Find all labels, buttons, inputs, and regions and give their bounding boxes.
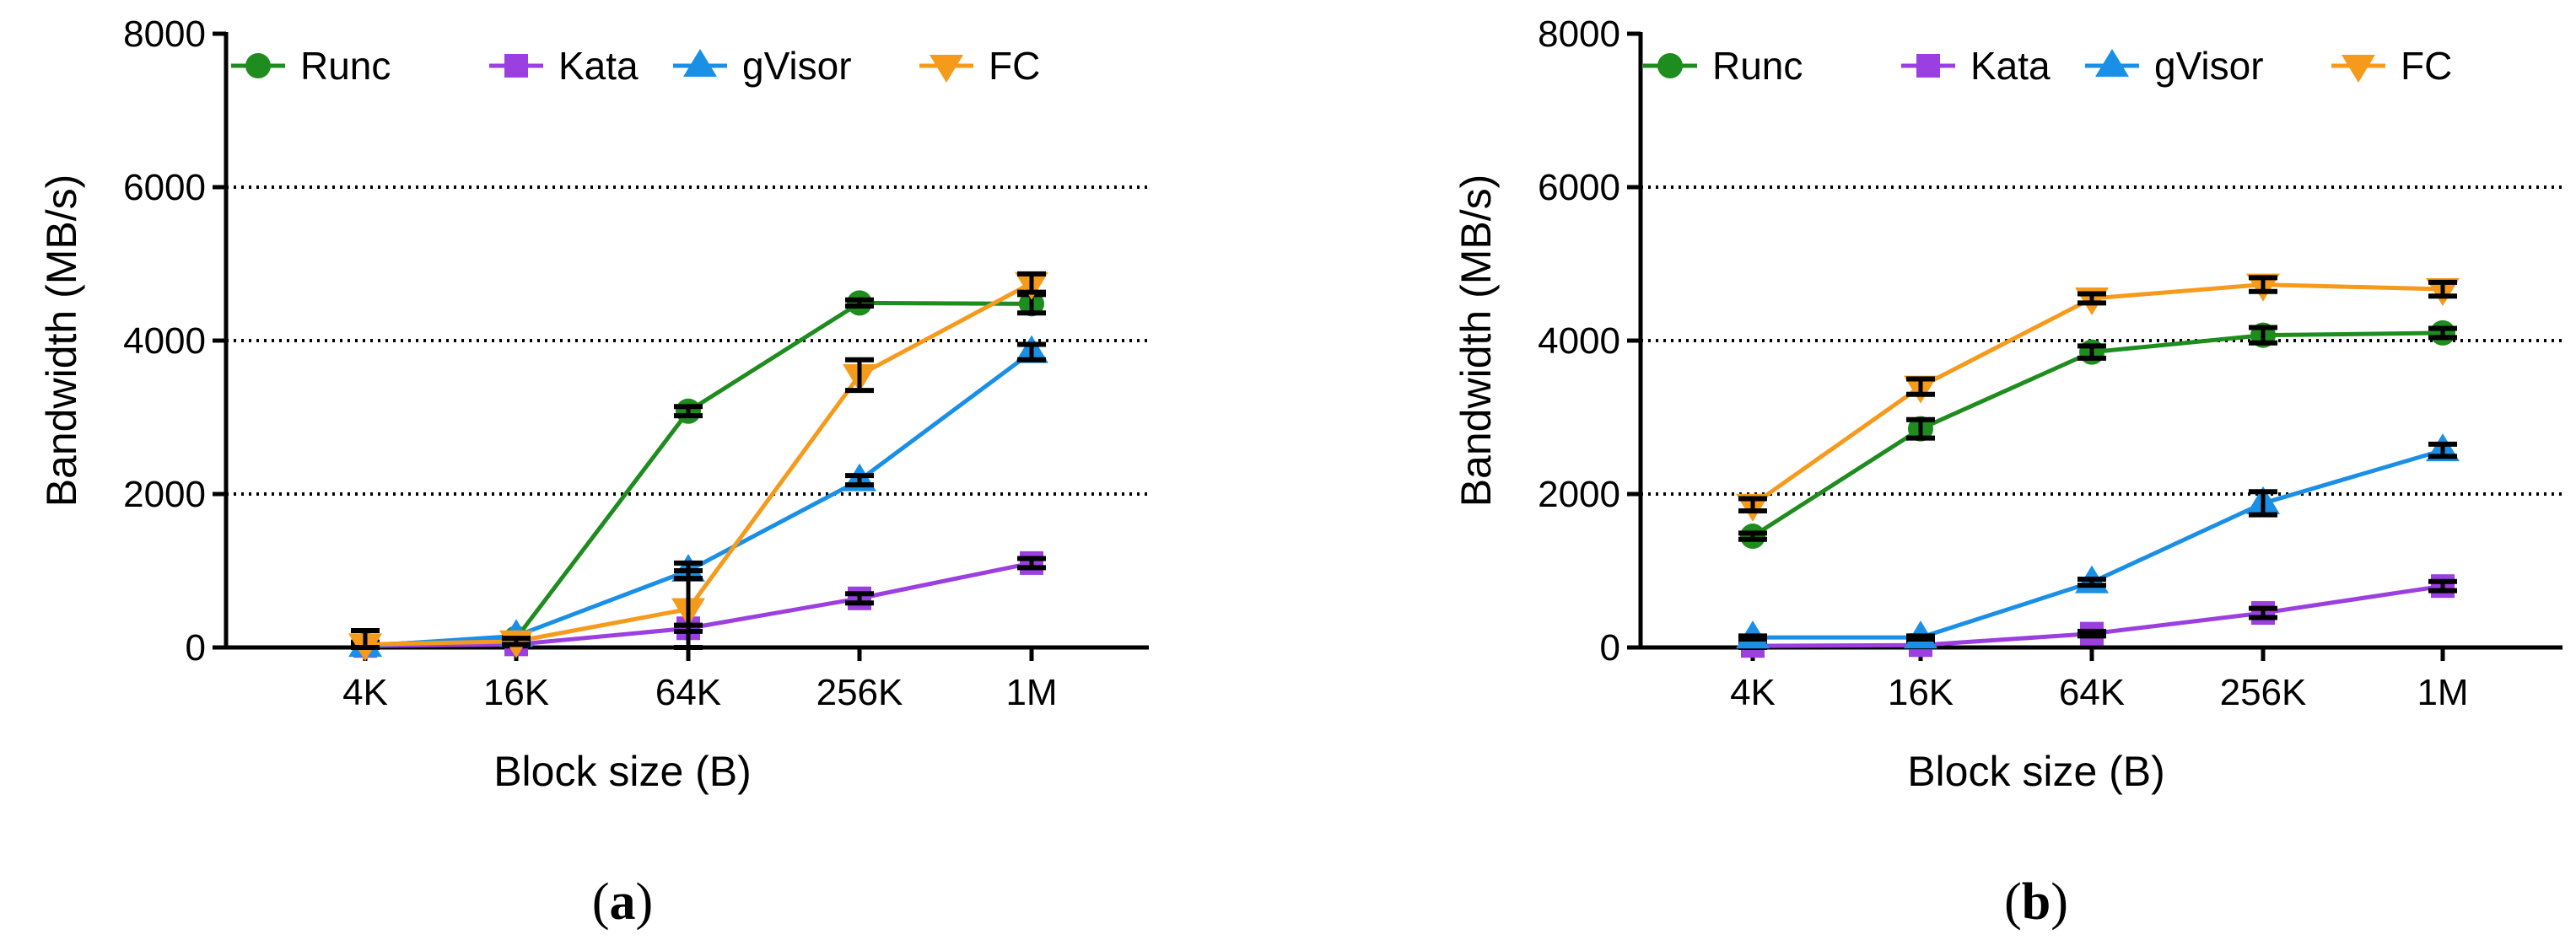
x-tick-label: 16K xyxy=(1888,672,1954,713)
caption-letter: a xyxy=(610,873,636,931)
legend-item-kata: Kata xyxy=(489,44,639,88)
series-fc xyxy=(1736,273,2460,522)
y-axis-title: Bandwidth (MB/s) xyxy=(1452,175,1500,508)
triangle-up-marker-icon xyxy=(2095,49,2129,77)
legend-item-gvisor: gVisor xyxy=(673,44,852,88)
circle-marker-icon xyxy=(1657,53,1683,78)
legend-label: gVisor xyxy=(2154,44,2264,88)
y-tick-label: 4000 xyxy=(1538,320,1620,362)
chart-a: 0 2000 4000 6000 8000 4K 16K 64K 256K 1M Bandwidth… xyxy=(38,13,1149,931)
x-tick-label: 64K xyxy=(655,672,721,713)
series-line xyxy=(1751,330,2444,539)
caption-close-paren: ) xyxy=(636,873,654,931)
legend-item-fc: FC xyxy=(2331,44,2452,88)
legend-item-runc: Runc xyxy=(231,44,391,88)
x-tick-label: 4K xyxy=(342,672,388,713)
panel-caption: (b) xyxy=(2004,873,2068,931)
triangle-up-marker-icon xyxy=(683,49,717,77)
x-tick-label: 64K xyxy=(2059,672,2125,713)
series-line xyxy=(364,281,1033,647)
series-fc xyxy=(348,271,1048,662)
x-tick-label: 256K xyxy=(816,672,903,713)
square-marker-icon xyxy=(1916,54,1940,78)
y-tick-label: 0 xyxy=(186,627,206,669)
x-axis-title: Block size (B) xyxy=(493,748,752,795)
legend-item-runc: Runc xyxy=(1643,44,1803,88)
y-tick-label: 4000 xyxy=(123,320,206,362)
y-tick-label: 0 xyxy=(1600,627,1620,669)
circle-marker-icon xyxy=(245,53,271,78)
triangle-down-marker-icon xyxy=(2342,55,2375,83)
caption-open-paren: ( xyxy=(2004,873,2022,931)
legend-item-fc: FC xyxy=(919,44,1040,88)
x-axis-title: Block size (B) xyxy=(1907,748,2165,795)
y-tick-label: 2000 xyxy=(1538,474,1620,515)
triangle-down-marker-icon xyxy=(930,55,963,83)
x-tick-label: 4K xyxy=(1730,672,1776,713)
series-runc xyxy=(1738,320,2457,550)
x-tick-label: 1M xyxy=(1005,672,1057,713)
series-gvisor xyxy=(1736,433,2460,649)
legend: Runc Kata gVisor FC xyxy=(231,44,1040,88)
caption-close-paren: ) xyxy=(2051,873,2068,931)
legend-label: Kata xyxy=(1970,44,2051,88)
y-axis-title: Bandwidth (MB/s) xyxy=(38,175,85,508)
legend-item-gvisor: gVisor xyxy=(2085,44,2264,88)
series-line xyxy=(1753,448,2444,640)
legend-label: Kata xyxy=(558,44,639,88)
legend-item-kata: Kata xyxy=(1901,44,2051,88)
legend-label: FC xyxy=(989,44,1040,88)
chart-b: 0 2000 4000 6000 8000 4K 16K 64K 256K 1M Bandwidth… xyxy=(1452,13,2563,931)
legend-label: Runc xyxy=(300,44,391,88)
x-tick-label: 1M xyxy=(2417,672,2468,713)
x-tick-label: 256K xyxy=(2220,672,2307,713)
legend-label: FC xyxy=(2401,44,2452,88)
caption-letter: b xyxy=(2022,873,2051,931)
legend-label: gVisor xyxy=(742,44,852,88)
y-tick-label: 6000 xyxy=(1538,167,1620,208)
caption-open-paren: ( xyxy=(592,873,610,931)
square-marker-icon xyxy=(504,54,528,78)
y-tick-label: 8000 xyxy=(1538,13,1620,55)
panel-caption: (a) xyxy=(592,873,653,931)
y-tick-label: 8000 xyxy=(123,13,206,55)
y-tick-label: 2000 xyxy=(123,474,206,515)
x-tick-label: 16K xyxy=(483,672,549,713)
y-tick-label: 6000 xyxy=(123,167,206,208)
legend-label: Runc xyxy=(1712,44,1803,88)
legend: Runc Kata gVisor FC xyxy=(1643,44,2452,88)
